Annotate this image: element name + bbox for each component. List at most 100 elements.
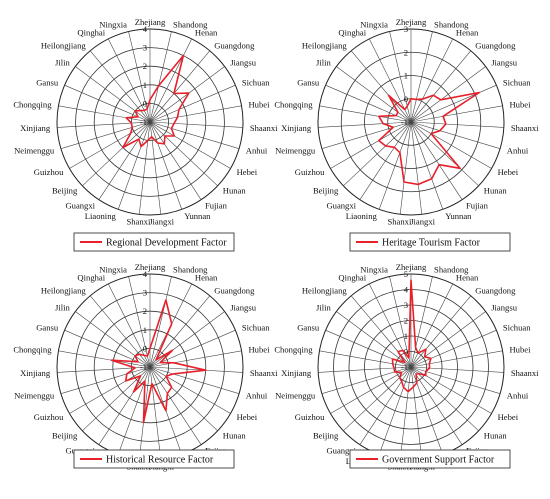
legend-label: Government Support Factor [382,455,495,466]
category-label: Shandong [173,20,208,30]
grid-spoke [149,31,172,123]
grid-spoke [330,366,412,414]
grid-spoke [318,366,412,373]
category-label: Ningxia [99,20,127,30]
category-label: Jiangxi [410,216,435,226]
category-label: Jiangsu [230,302,256,312]
grid-spoke [410,105,503,123]
grid-spoke [149,366,240,394]
radial-tick-label: 4 [404,285,409,295]
category-label: Guangxi [65,201,95,211]
grid-spoke [410,121,444,210]
category-label: Guangdong [214,40,255,50]
category-label: Qinghai [338,273,366,283]
category-label: Chongqing [13,100,52,110]
legend-box [349,449,511,469]
category-label: Zhejiang [396,17,427,27]
grid-spoke [60,366,151,394]
category-label: Ningxia [360,20,388,30]
radial-tick-label: 3 [404,300,408,310]
grid-spoke [149,121,243,128]
series-line [110,299,207,424]
radial-tick-label: 1 [404,331,408,341]
category-label: Jiangsu [491,57,517,67]
grid-spoke [58,105,151,123]
category-label: Heilongjiang [302,285,348,295]
category-label: Beijing [313,431,339,441]
category-label: Jilin [55,302,71,312]
grid-spoke [128,276,151,368]
grid-spoke [149,121,218,187]
grid-spoke [138,121,151,215]
grid-spoke [149,121,202,200]
category-label: Guizhou [34,167,64,177]
grid-spoke [410,121,423,215]
grid-spoke [410,84,497,123]
radial-tick-label: 2 [404,316,408,326]
grid-spoke [318,121,412,128]
category-label: Qinghai [77,273,105,283]
grid-spoke [410,366,501,394]
grid-spoke [378,366,412,455]
category-label: Henan [195,28,218,38]
category-label: Anhui [246,391,268,401]
grid-spoke [330,121,412,169]
category-label: Fujian [205,201,228,211]
grid-spoke [359,366,412,445]
radial-tick-label: 4 [143,24,148,34]
grid-spoke [64,329,151,368]
grid-spoke [82,121,151,187]
category-label: Gansu [36,77,59,87]
grid-spoke [399,121,412,215]
category-label: Qinghai [77,28,105,38]
grid-spoke [149,50,211,123]
category-label: Guizhou [295,167,325,177]
category-label: Heilongjiang [41,40,87,50]
grid-spoke [107,283,151,368]
category-label: Shaanxi [250,123,278,133]
category-label: Beijing [313,186,339,196]
grid-spoke [343,121,412,187]
category-label: Guizhou [295,412,325,422]
radial-tick-label: 0 [143,343,147,353]
category-label: Hebei [498,412,519,422]
grid-spoke [60,121,151,149]
grid-spoke [149,84,236,123]
category-label: Yunnan [445,211,472,221]
grid-spoke [149,366,218,432]
category-label: Neimenggu [275,391,316,401]
grid-spoke [321,121,412,149]
radial-tick-label: 2 [143,61,147,71]
category-label: Jiangxi [149,216,174,226]
grid-spoke [98,121,151,200]
grid-spoke [149,121,231,169]
grid-spoke [410,350,503,368]
category-label: Guangxi [326,446,356,456]
category-label: Sichuan [242,322,270,332]
category-label: Xinjiang [20,123,51,133]
grid-spoke [410,50,472,123]
category-label: Anhui [507,391,529,401]
legend-label: Regional Development Factor [106,238,227,249]
category-label: Henan [456,273,479,283]
grid-spoke [149,329,236,368]
category-label: Chongqing [13,345,52,355]
series-line [122,54,190,149]
grid-spoke [149,366,162,460]
category-label: Beijing [52,431,78,441]
category-label: Shandong [173,265,208,275]
category-label: Guizhou [34,412,64,422]
legend-label: Heritage Tourism Factor [382,238,481,249]
category-label: Xinjiang [281,368,312,378]
category-label: Heilongjiang [41,285,87,295]
category-label: Jiangsu [491,302,517,312]
grid-spoke [359,121,412,200]
radial-tick-label: 1 [404,71,408,81]
category-label: Sichuan [242,77,270,87]
grid-spoke [57,121,151,128]
radial-tick-label: 0 [404,347,408,357]
grid-spoke [319,105,412,123]
grid-spoke [389,276,412,368]
legend-label: Historical Resource Factor [106,455,214,466]
